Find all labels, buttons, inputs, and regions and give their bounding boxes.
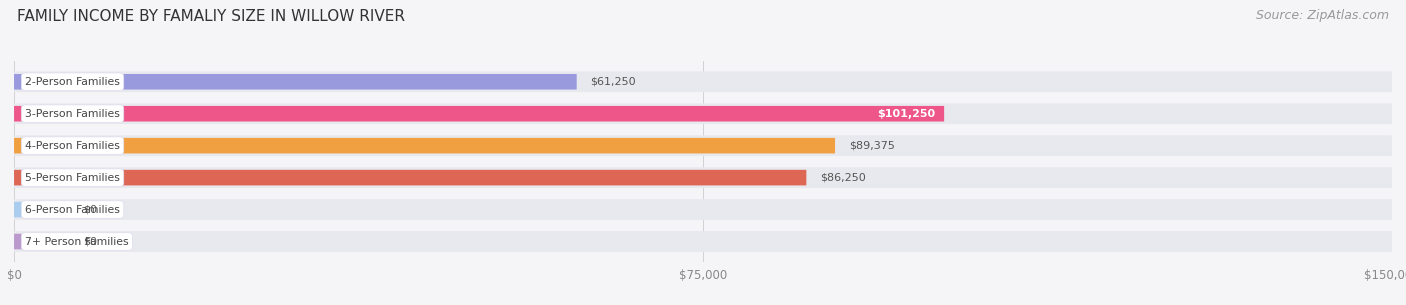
Text: 3-Person Families: 3-Person Families bbox=[25, 109, 120, 119]
FancyBboxPatch shape bbox=[14, 202, 69, 217]
FancyBboxPatch shape bbox=[14, 138, 835, 153]
FancyBboxPatch shape bbox=[14, 106, 943, 121]
Text: $61,250: $61,250 bbox=[591, 77, 636, 87]
FancyBboxPatch shape bbox=[14, 234, 69, 249]
Text: 5-Person Families: 5-Person Families bbox=[25, 173, 120, 183]
Text: $0: $0 bbox=[83, 205, 97, 215]
Text: 7+ Person Families: 7+ Person Families bbox=[25, 237, 129, 246]
Text: Source: ZipAtlas.com: Source: ZipAtlas.com bbox=[1256, 9, 1389, 22]
FancyBboxPatch shape bbox=[14, 71, 1392, 92]
FancyBboxPatch shape bbox=[14, 74, 576, 90]
Text: $89,375: $89,375 bbox=[849, 141, 894, 151]
FancyBboxPatch shape bbox=[14, 135, 1392, 156]
FancyBboxPatch shape bbox=[14, 231, 1392, 252]
Text: 6-Person Families: 6-Person Families bbox=[25, 205, 120, 215]
FancyBboxPatch shape bbox=[14, 170, 806, 185]
FancyBboxPatch shape bbox=[14, 103, 1392, 124]
Text: 2-Person Families: 2-Person Families bbox=[25, 77, 120, 87]
Text: FAMILY INCOME BY FAMALIY SIZE IN WILLOW RIVER: FAMILY INCOME BY FAMALIY SIZE IN WILLOW … bbox=[17, 9, 405, 24]
Text: $0: $0 bbox=[83, 237, 97, 246]
FancyBboxPatch shape bbox=[14, 167, 1392, 188]
Text: $101,250: $101,250 bbox=[877, 109, 935, 119]
Text: $86,250: $86,250 bbox=[820, 173, 866, 183]
FancyBboxPatch shape bbox=[14, 199, 1392, 220]
Text: 4-Person Families: 4-Person Families bbox=[25, 141, 120, 151]
